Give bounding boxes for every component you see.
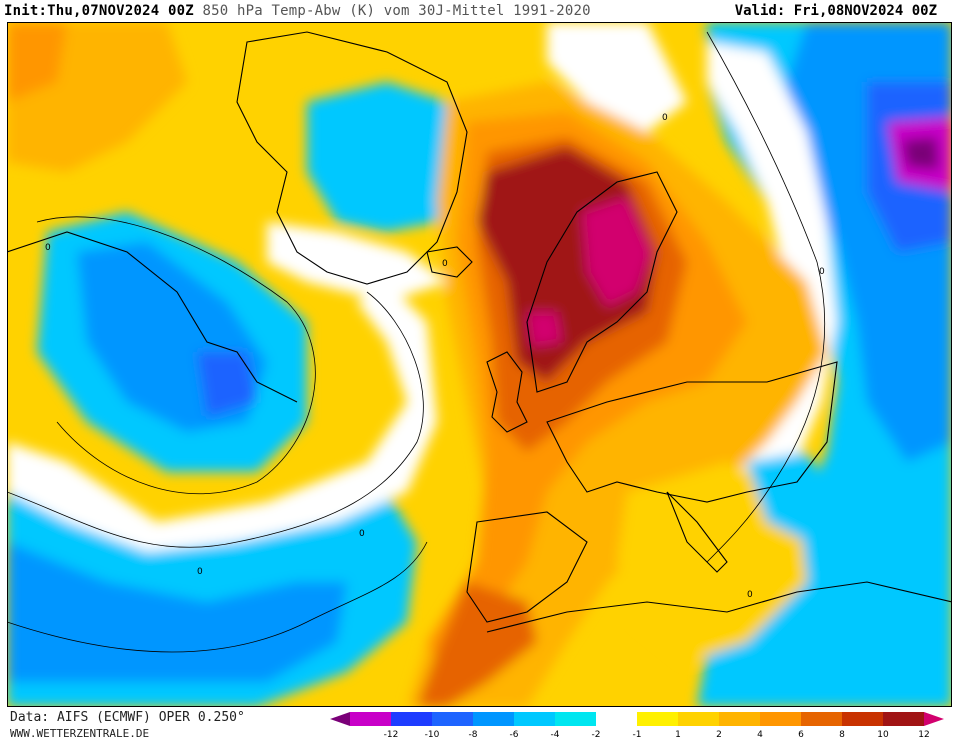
legend-tick-label: -1 bbox=[633, 730, 642, 740]
temperature-anomaly-map: 0 0 0 0 0 0 0 bbox=[7, 22, 952, 707]
british-isles-coast bbox=[486, 351, 528, 433]
color-legend: -12 -10 -8 -6 -4 -2 -1 1 2 4 6 8 10 12 bbox=[330, 712, 944, 740]
map-frame bbox=[7, 22, 952, 707]
neutral-band-atlantic bbox=[7, 282, 437, 552]
cold-region-labrador-core bbox=[197, 352, 257, 417]
website-label: WWW.WETTERZENTRALE.DE bbox=[10, 727, 150, 740]
legend-swatch bbox=[760, 712, 801, 726]
warm-region-iberia bbox=[417, 582, 537, 707]
warm-peak-scandinavia bbox=[582, 197, 652, 307]
contour-label-4: 0 bbox=[442, 259, 448, 269]
legend-swatch bbox=[391, 712, 432, 726]
continental-europe-coast bbox=[546, 361, 838, 503]
neutral-greenland bbox=[267, 222, 447, 302]
cold-region-greenland bbox=[307, 82, 467, 232]
data-source-label: Data: AIFS (ECMWF) OPER 0.250° bbox=[10, 710, 245, 725]
legend-swatch bbox=[801, 712, 842, 726]
iceland-coast bbox=[426, 246, 473, 278]
legend-swatch bbox=[514, 712, 555, 726]
map-header: Init:Thu,07NOV2024 00Z 850 hPa Temp-Abw … bbox=[0, 0, 959, 22]
zero-contour-south bbox=[7, 541, 428, 653]
italy-coast bbox=[666, 491, 728, 573]
cold-region-southwest-deep bbox=[7, 542, 347, 682]
legend-swatch bbox=[350, 712, 391, 726]
legend-tick-label: -10 bbox=[425, 730, 440, 740]
zero-contour-east bbox=[706, 31, 826, 563]
legend-tick-label: -6 bbox=[510, 730, 519, 740]
legend-swatch bbox=[637, 712, 678, 726]
legend-tick-label: 1 bbox=[675, 730, 681, 740]
legend-swatch bbox=[842, 712, 883, 726]
legend-tick-label: 8 bbox=[839, 730, 845, 740]
legend-tick-label: -8 bbox=[469, 730, 478, 740]
zero-contour-atlantic bbox=[7, 291, 424, 548]
warm-region-far-northwest bbox=[7, 22, 67, 102]
legend-tick-label: 12 bbox=[918, 730, 929, 740]
cold-core-purple bbox=[902, 137, 939, 170]
legend-tick-label: 6 bbox=[798, 730, 804, 740]
contour-label-6: 0 bbox=[819, 267, 825, 277]
legend-tick-label: 2 bbox=[716, 730, 722, 740]
legend-swatch bbox=[883, 712, 924, 726]
legend-swatch bbox=[555, 712, 596, 726]
legend-swatch-min bbox=[330, 712, 350, 726]
contour-label-7: 0 bbox=[747, 590, 753, 600]
contour-label-5: 0 bbox=[662, 113, 668, 123]
legend-swatch-max bbox=[924, 712, 944, 726]
greenland-coast bbox=[236, 31, 468, 285]
neutral-north-pole bbox=[547, 22, 687, 132]
legend-swatch bbox=[596, 712, 637, 726]
north-africa-coast bbox=[486, 581, 952, 633]
map-title: 850 hPa Temp-Abw (K) vom 30J-Mittel 1991… bbox=[202, 3, 591, 19]
canada-coast bbox=[7, 231, 298, 403]
legend-tick-label: -12 bbox=[384, 730, 399, 740]
legend-tick-label: 10 bbox=[877, 730, 889, 740]
neutral-belt-east bbox=[707, 42, 837, 542]
legend-swatch bbox=[473, 712, 514, 726]
contour-label-3: 0 bbox=[359, 529, 365, 539]
legend-swatch bbox=[719, 712, 760, 726]
scandinavia-coast bbox=[526, 171, 678, 393]
legend-tick-label: -4 bbox=[551, 730, 560, 740]
contour-label-1: 0 bbox=[45, 243, 51, 253]
legend-tick-label: -2 bbox=[592, 730, 601, 740]
valid-time: Valid: Fri,08NOV2024 00Z bbox=[735, 2, 937, 20]
legend-swatch bbox=[432, 712, 473, 726]
legend-tick-label: 4 bbox=[757, 730, 763, 740]
legend-swatch bbox=[678, 712, 719, 726]
cold-region-eastern-med bbox=[747, 452, 837, 542]
init-value: Thu,07NOV2024 00Z bbox=[47, 3, 194, 19]
init-label: Init: bbox=[4, 3, 48, 19]
valid-label: Valid: bbox=[734, 3, 786, 19]
header-title: Init:Thu,07NOV2024 00Z 850 hPa Temp-Abw … bbox=[4, 2, 591, 20]
iberia-coast bbox=[466, 511, 588, 623]
warm-peak-norwegian-sea bbox=[527, 312, 562, 347]
valid-value: Fri,08NOV2024 00Z bbox=[793, 3, 937, 19]
mild-region-mediterranean bbox=[617, 462, 807, 662]
zero-contour-labrador bbox=[36, 216, 316, 495]
contour-label-2: 0 bbox=[197, 567, 203, 577]
